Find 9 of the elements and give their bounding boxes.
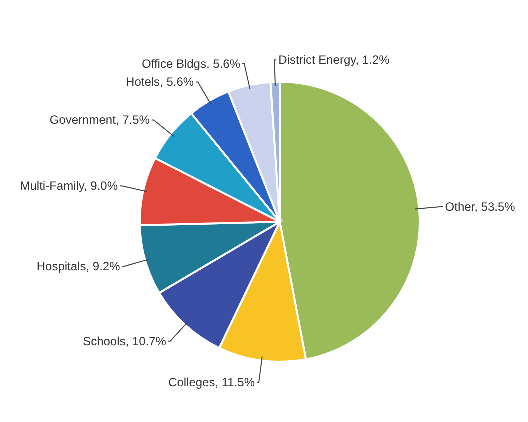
slice-label: Schools, 10.7%	[83, 334, 167, 348]
slice-label: Multi-Family, 9.0%	[20, 179, 118, 194]
slice-label: Colleges, 11.5%	[168, 376, 256, 390]
slice-label: Government, 7.5%	[50, 113, 150, 128]
slice-label: Other, 53.5%	[445, 200, 516, 214]
slice-label: Office Bldgs, 5.6%	[142, 56, 241, 71]
slice-label: Hospitals, 9.2%	[36, 260, 121, 274]
slice-label: Hotels, 5.6%	[126, 75, 194, 90]
slice-label: District Energy, 1.2%	[278, 53, 390, 68]
